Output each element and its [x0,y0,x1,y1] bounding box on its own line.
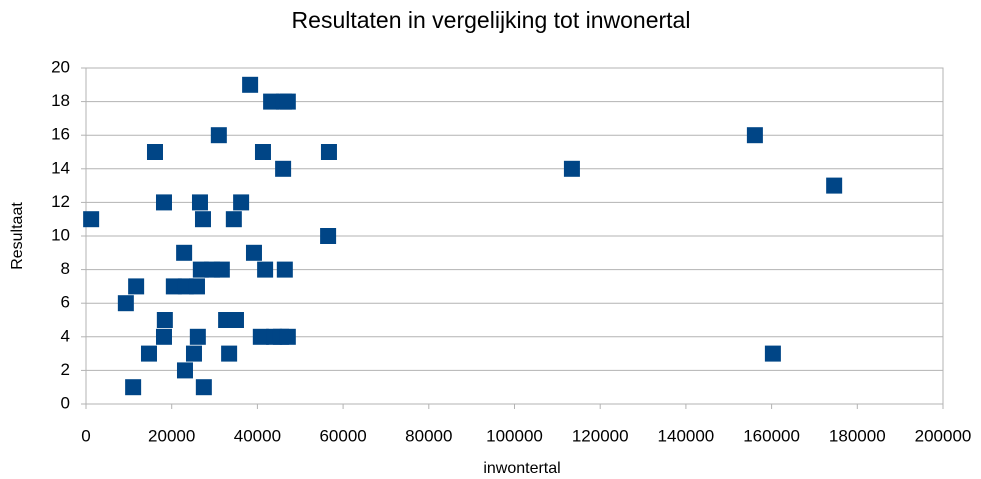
x-tick-label: 60000 [319,426,366,445]
y-tick-label: 10 [51,225,70,244]
point [227,312,244,328]
y-tick-label: 6 [61,293,70,312]
x-tick-label: 160000 [743,426,800,445]
x-tick-label: 80000 [405,426,452,445]
point [213,261,230,278]
point [279,328,296,345]
y-tick-label: 20 [51,57,70,76]
point [276,261,293,278]
x-axis-title: inwontertal [483,460,560,477]
chart-title: Resultaten in vergelijking tot inwonerta… [292,7,691,33]
point [320,228,337,244]
point [140,345,157,362]
x-tick-label: 40000 [234,426,281,445]
point [117,295,134,312]
point [146,144,163,160]
point [275,160,292,177]
x-tick-label: 200000 [915,426,972,445]
point [233,194,250,211]
x-tick-label: 0 [81,426,90,445]
point [176,244,193,261]
point [155,194,172,211]
point [279,93,296,110]
point [252,328,269,345]
point [257,261,274,278]
y-tick-label: 4 [61,326,70,345]
x-tick-label: 140000 [658,426,715,445]
y-tick-label: 8 [61,259,70,278]
point [83,211,100,228]
point [563,160,580,177]
point [156,312,173,328]
point [189,328,206,345]
y-axis-title: Resultaat [9,202,26,270]
point [125,379,142,396]
point [242,76,259,93]
point [764,345,781,362]
x-tick-label: 100000 [486,426,543,445]
point [245,244,262,261]
point [225,211,242,228]
point [263,93,280,110]
point [746,127,763,144]
point [128,278,145,295]
plot-border [85,67,944,405]
point [320,144,337,160]
point [195,379,212,396]
point [155,328,172,345]
point [176,362,193,379]
point [191,194,208,211]
y-tick-label: 0 [61,393,70,412]
point [185,345,202,362]
y-tick-label: 2 [61,360,70,379]
x-tick-label: 20000 [148,426,195,445]
x-tick-label: 120000 [572,426,629,445]
point [221,345,238,362]
point [194,211,211,228]
point [188,278,205,295]
x-tick-label: 180000 [829,426,886,445]
y-tick-label: 12 [51,192,70,211]
point [210,127,227,144]
point [826,177,843,194]
point [254,144,271,160]
y-tick-label: 18 [51,91,70,110]
y-tick-label: 14 [51,158,70,177]
y-tick-label: 16 [51,125,70,144]
